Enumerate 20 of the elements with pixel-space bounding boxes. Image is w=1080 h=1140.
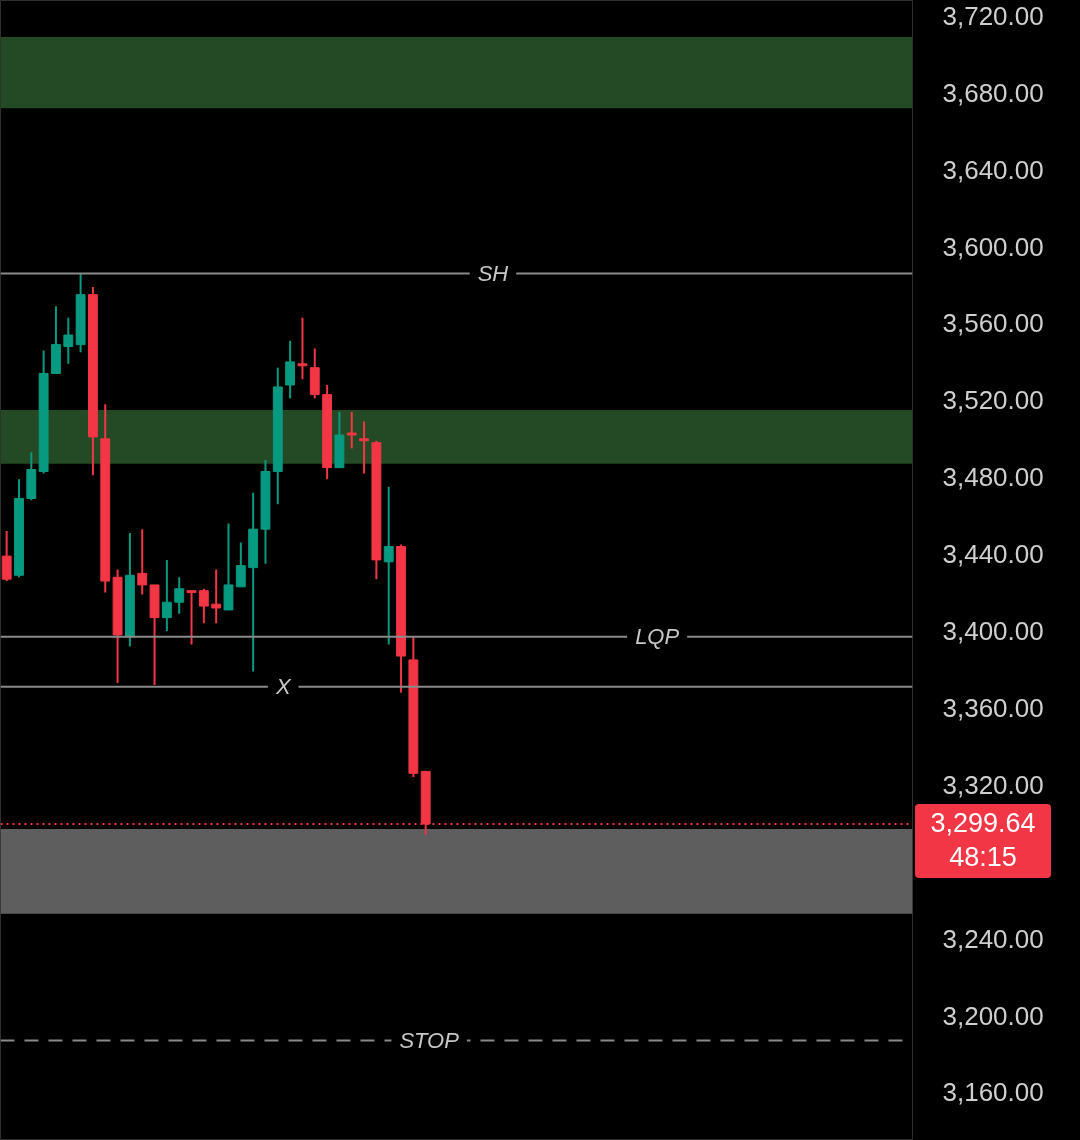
y-tick-label: 3,240.00: [942, 923, 1044, 954]
ref-line-label: STOP: [399, 1028, 460, 1054]
y-tick-label: 3,640.00: [942, 154, 1044, 185]
ref-line-label: LQP: [635, 624, 680, 650]
y-tick-label: 3,600.00: [942, 231, 1044, 262]
y-tick-label: 3,520.00: [942, 385, 1044, 416]
ref-line-label: X: [274, 674, 292, 700]
y-tick-label: 3,440.00: [942, 539, 1044, 570]
ref-line-label: 3,299.64: [929, 807, 1037, 840]
y-tick-label: 3,200.00: [942, 1000, 1044, 1031]
y-tick-label: 3,320.00: [942, 769, 1044, 800]
y-tick-label: 3,400.00: [942, 616, 1044, 647]
y-tick-label: 3,160.00: [942, 1077, 1044, 1108]
y-tick-label: 3,480.00: [942, 462, 1044, 493]
y-tick-label: 3,680.00: [942, 77, 1044, 108]
ref-line-label: SH: [477, 260, 509, 286]
y-tick-label: 3,560.00: [942, 308, 1044, 339]
y-tick-label: 3,720.00: [942, 0, 1044, 31]
y-tick-label: 3,360.00: [942, 692, 1044, 723]
text: 48:15: [948, 841, 1018, 874]
